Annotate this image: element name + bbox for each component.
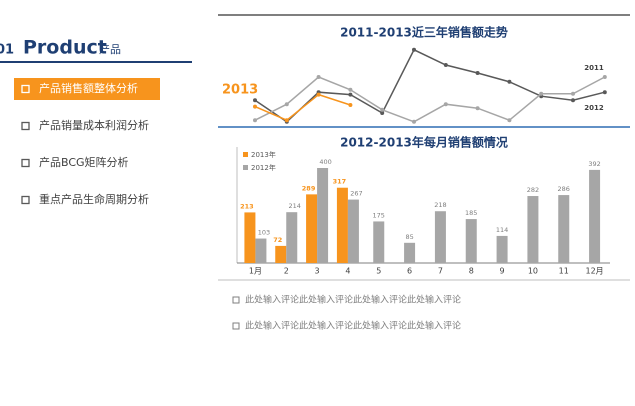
point	[443, 102, 448, 107]
line	[254, 76, 606, 123]
series-label: 2012	[584, 104, 604, 112]
menu-item[interactable]: 产品BCG矩阵分析	[39, 155, 129, 169]
value-label: 214	[289, 202, 301, 210]
point	[507, 118, 512, 123]
menu-highlight[interactable]	[14, 78, 160, 100]
x-tick-label: 7	[438, 267, 443, 276]
series-label: 2011	[584, 64, 604, 72]
comment: 此处输入评论此处输入评论此处输入评论此处输入评论	[245, 294, 461, 306]
bar	[255, 238, 267, 263]
bar	[434, 211, 446, 263]
value-label: 218	[434, 201, 446, 209]
bar	[306, 194, 318, 263]
x-tick-label: 8	[469, 267, 474, 276]
point	[412, 119, 416, 124]
menu-item[interactable]: 重点产品生命周期分析	[39, 192, 149, 206]
value-label: 213	[240, 202, 254, 210]
bar	[496, 235, 508, 263]
bar	[465, 219, 477, 263]
section-title: Product	[23, 37, 107, 59]
series-label: 2013	[222, 83, 258, 98]
point	[602, 75, 607, 79]
point	[380, 107, 385, 112]
x-tick-label: 11	[559, 267, 569, 276]
chart-title: 2012-2013年每月销售额情况	[340, 135, 508, 150]
bar	[286, 212, 298, 263]
menu-icon	[21, 158, 30, 168]
x-tick-label: 9	[500, 267, 505, 276]
x-tick-label: 10	[528, 267, 538, 276]
bar	[347, 199, 359, 263]
bar	[244, 212, 256, 263]
bar	[527, 196, 539, 263]
value-label: 114	[496, 226, 508, 234]
point	[253, 118, 257, 123]
value-label: 282	[527, 186, 539, 194]
bar	[589, 169, 601, 263]
value-label: 392	[588, 160, 600, 168]
comment-icon	[232, 296, 240, 304]
point	[284, 102, 289, 107]
comment-icon	[232, 322, 240, 330]
value-label: 400	[319, 158, 331, 166]
value-label: 317	[333, 178, 347, 186]
point	[571, 91, 575, 96]
legend-swatch	[243, 152, 248, 157]
x-tick-label: 1月	[249, 267, 262, 276]
x-tick-label: 3	[315, 267, 320, 276]
legend-label: 2012年	[251, 163, 276, 172]
menu-icon	[21, 84, 30, 94]
point	[475, 106, 480, 111]
legend-label: 2013年	[251, 150, 276, 159]
bar	[336, 187, 348, 263]
point	[507, 79, 512, 84]
value-label: 85	[405, 233, 413, 241]
point	[253, 98, 257, 103]
value-label: 289	[302, 184, 316, 192]
menu-item[interactable]: 产品销量成本利润分析	[39, 118, 149, 132]
section-subtitle: 产品	[99, 42, 121, 56]
bar	[275, 245, 287, 263]
point	[316, 75, 321, 79]
bar	[317, 168, 329, 263]
x-tick-label: 12月	[585, 267, 603, 276]
point	[412, 47, 416, 52]
value-label: 267	[350, 190, 362, 198]
point	[348, 92, 353, 97]
point	[284, 118, 289, 123]
line	[254, 93, 351, 122]
x-tick-label: 4	[345, 267, 350, 276]
line	[254, 48, 605, 123]
point	[316, 92, 321, 97]
menu-icon	[21, 195, 30, 205]
point	[348, 103, 353, 107]
value-label: 185	[465, 209, 477, 217]
point	[348, 87, 353, 92]
value-label: 103	[258, 229, 270, 237]
chart-title: 2011-2013近三年销售额走势	[340, 25, 508, 40]
point	[571, 98, 575, 103]
bar	[558, 195, 570, 263]
value-label: 72	[273, 236, 282, 244]
point	[443, 63, 448, 67]
bar	[404, 242, 416, 263]
point	[380, 111, 385, 115]
x-tick-label: 2	[284, 267, 289, 276]
menu-icon	[21, 121, 30, 131]
point	[539, 91, 544, 96]
x-tick-label: 6	[407, 267, 412, 276]
section-number: 01	[0, 43, 14, 58]
value-label: 286	[558, 185, 570, 193]
comment: 此处输入评论此处输入评论此处输入评论此处输入评论	[245, 320, 461, 332]
menu-item[interactable]: 产品销售额整体分析	[39, 81, 138, 95]
legend-swatch	[243, 165, 248, 170]
point	[475, 71, 480, 75]
bar	[373, 221, 385, 263]
point	[253, 104, 257, 109]
value-label: 175	[373, 211, 385, 219]
x-tick-label: 5	[376, 267, 381, 276]
point	[602, 90, 607, 95]
